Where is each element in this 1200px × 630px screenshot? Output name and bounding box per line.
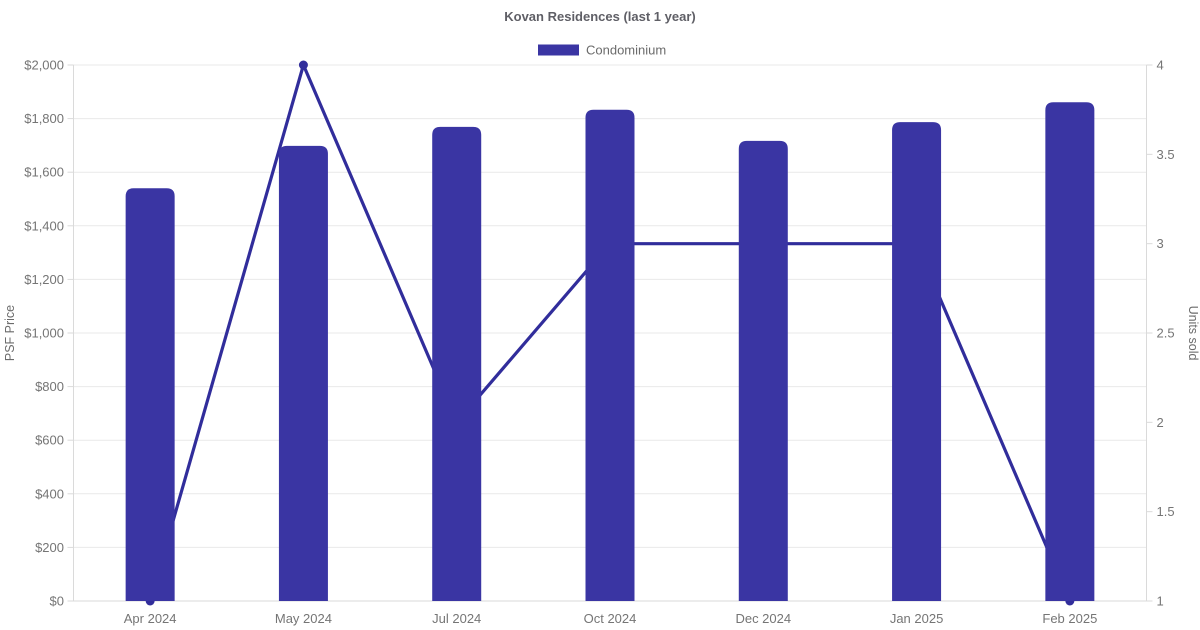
left-axis-tick-label: $200 xyxy=(35,540,64,555)
x-axis-label-jul-2024: Jul 2024 xyxy=(432,611,481,626)
x-axis-label-apr-2024: Apr 2024 xyxy=(124,611,177,626)
right-axis-tick-label: 2.5 xyxy=(1157,326,1175,341)
chart-title: Kovan Residences (last 1 year) xyxy=(504,9,695,24)
x-axis-label-dec-2024: Dec 2024 xyxy=(735,611,791,626)
left-axis-tick-label: $1,000 xyxy=(24,326,64,341)
left-axis-tick-label: $1,200 xyxy=(24,272,64,287)
left-axis-tick-label: $2,000 xyxy=(24,58,64,73)
left-axis-tick-label: $600 xyxy=(35,433,64,448)
left-axis-tick-label: $1,800 xyxy=(24,111,64,126)
x-axis-label-oct-2024: Oct 2024 xyxy=(584,611,637,626)
right-axis-tick-label: 1 xyxy=(1157,594,1164,609)
axis-tick-labels: $0 $200 $400 $600 $800 $1,000 $1,200 $1,400 $1,6… xyxy=(24,58,1174,627)
left-axis-tick-label: $800 xyxy=(35,379,64,394)
left-axis-tick-label: $0 xyxy=(50,594,64,609)
bar-jul-2024 xyxy=(432,126,482,602)
right-axis-title: Units sold xyxy=(1186,306,1200,361)
right-axis-tick-label: 3 xyxy=(1157,236,1164,251)
bar-feb-2025 xyxy=(1045,102,1095,601)
right-axis-tick-label: 4 xyxy=(1157,58,1164,73)
bar-oct-2024 xyxy=(585,109,635,602)
legend-label: Condominium xyxy=(586,43,666,58)
left-axis-tick-label: $400 xyxy=(35,486,64,501)
left-axis-tick-label: $1,600 xyxy=(24,165,64,180)
legend-swatch xyxy=(538,44,579,56)
x-axis-label-feb-2025: Feb 2025 xyxy=(1042,611,1097,626)
legend-item-condominium[interactable]: Condominium xyxy=(538,43,666,58)
bar-jan-2025 xyxy=(892,122,942,602)
bar-dec-2024 xyxy=(738,140,788,601)
left-axis-title: PSF Price xyxy=(3,305,17,361)
x-axis-label-may-2024: May 2024 xyxy=(275,611,332,626)
psf-price-bar-series xyxy=(125,102,1095,602)
bar-apr-2024 xyxy=(125,188,175,601)
left-axis-tick-label: $1,400 xyxy=(24,218,64,233)
right-axis-tick-label: 2 xyxy=(1157,415,1164,430)
line-point-1 xyxy=(298,60,308,70)
bar-may-2024 xyxy=(278,145,328,601)
x-axis-label-jan-2025: Jan 2025 xyxy=(890,611,944,626)
right-axis-tick-label: 1.5 xyxy=(1157,504,1175,519)
right-axis-tick-label: 3.5 xyxy=(1157,147,1175,162)
